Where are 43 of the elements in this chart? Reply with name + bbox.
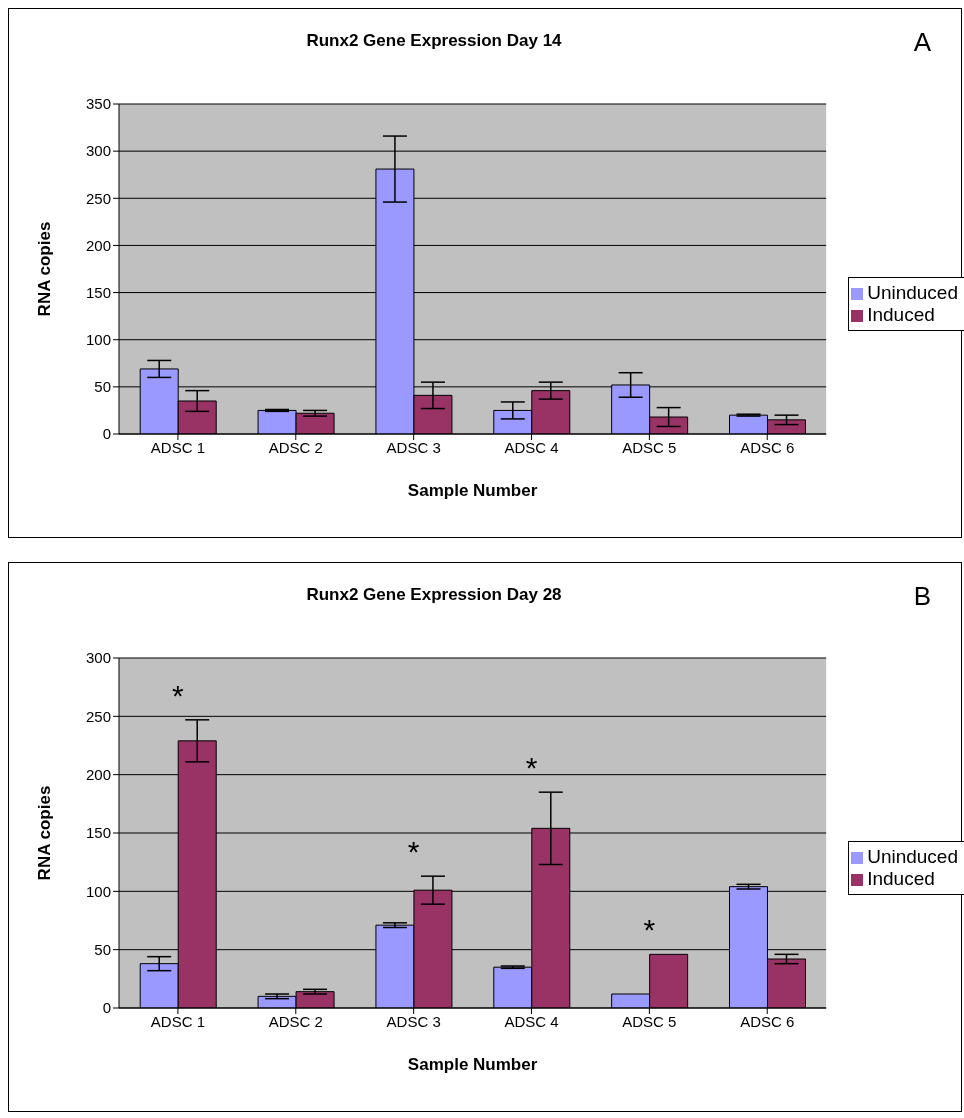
y-tick-label: 0: [102, 999, 111, 1017]
y-tick-label: 50: [94, 378, 111, 396]
x-tick-label: ADSC 6: [740, 438, 795, 456]
y-tick-label: 300: [85, 142, 111, 160]
x-tick-label: ADSC 5: [622, 1012, 677, 1030]
y-tick-label: 200: [85, 236, 111, 254]
y-tick-label: 0: [102, 425, 111, 443]
y-tick-label: 100: [85, 331, 111, 349]
x-axis-title: Sample Number: [407, 481, 538, 500]
x-tick-label: ADSC 4: [504, 438, 559, 456]
x-tick-label: ADSC 1: [150, 1012, 206, 1030]
y-axis-title: RNA copies: [35, 785, 55, 881]
legend-label: Induced: [867, 304, 935, 325]
text: A: [913, 27, 931, 58]
y-tick-label: 250: [85, 189, 111, 207]
y-tick-label: 350: [85, 95, 111, 113]
y-tick-label: 250: [85, 707, 111, 725]
y-tick-label: 300: [85, 649, 111, 667]
legend-label: Uninduced: [867, 846, 958, 867]
annotation: *: [643, 913, 656, 947]
x-tick-label: ADSC 4: [504, 1012, 559, 1030]
x-axis-title: Sample Number: [407, 1055, 538, 1074]
legend-label: Induced: [867, 868, 935, 889]
x-tick-label: ADSC 3: [386, 438, 441, 456]
x-tick-label: ADSC 2: [268, 1012, 323, 1030]
x-tick-label: ADSC 1: [150, 438, 206, 456]
x-tick-label: ADSC 2: [268, 438, 323, 456]
annotation: *: [172, 678, 185, 712]
y-tick-label: 100: [85, 882, 111, 900]
x-tick-label: ADSC 5: [622, 438, 677, 456]
annotation: *: [407, 835, 420, 869]
y-tick-label: 150: [85, 283, 111, 301]
y-tick-label: 150: [85, 824, 111, 842]
chart-title: Runx2 Gene Expression Day 14: [305, 31, 563, 51]
legend-label: Uninduced: [867, 282, 958, 303]
x-tick-label: ADSC 6: [740, 1012, 795, 1030]
y-tick-label: 200: [85, 765, 111, 783]
y-tick-label: 50: [94, 940, 111, 958]
chart-title: Runx2 Gene Expression Day 28: [305, 585, 563, 605]
text: B: [913, 581, 931, 612]
x-tick-label: ADSC 3: [386, 1012, 441, 1030]
annotation: *: [525, 751, 538, 785]
y-axis-title: RNA copies: [35, 221, 55, 317]
